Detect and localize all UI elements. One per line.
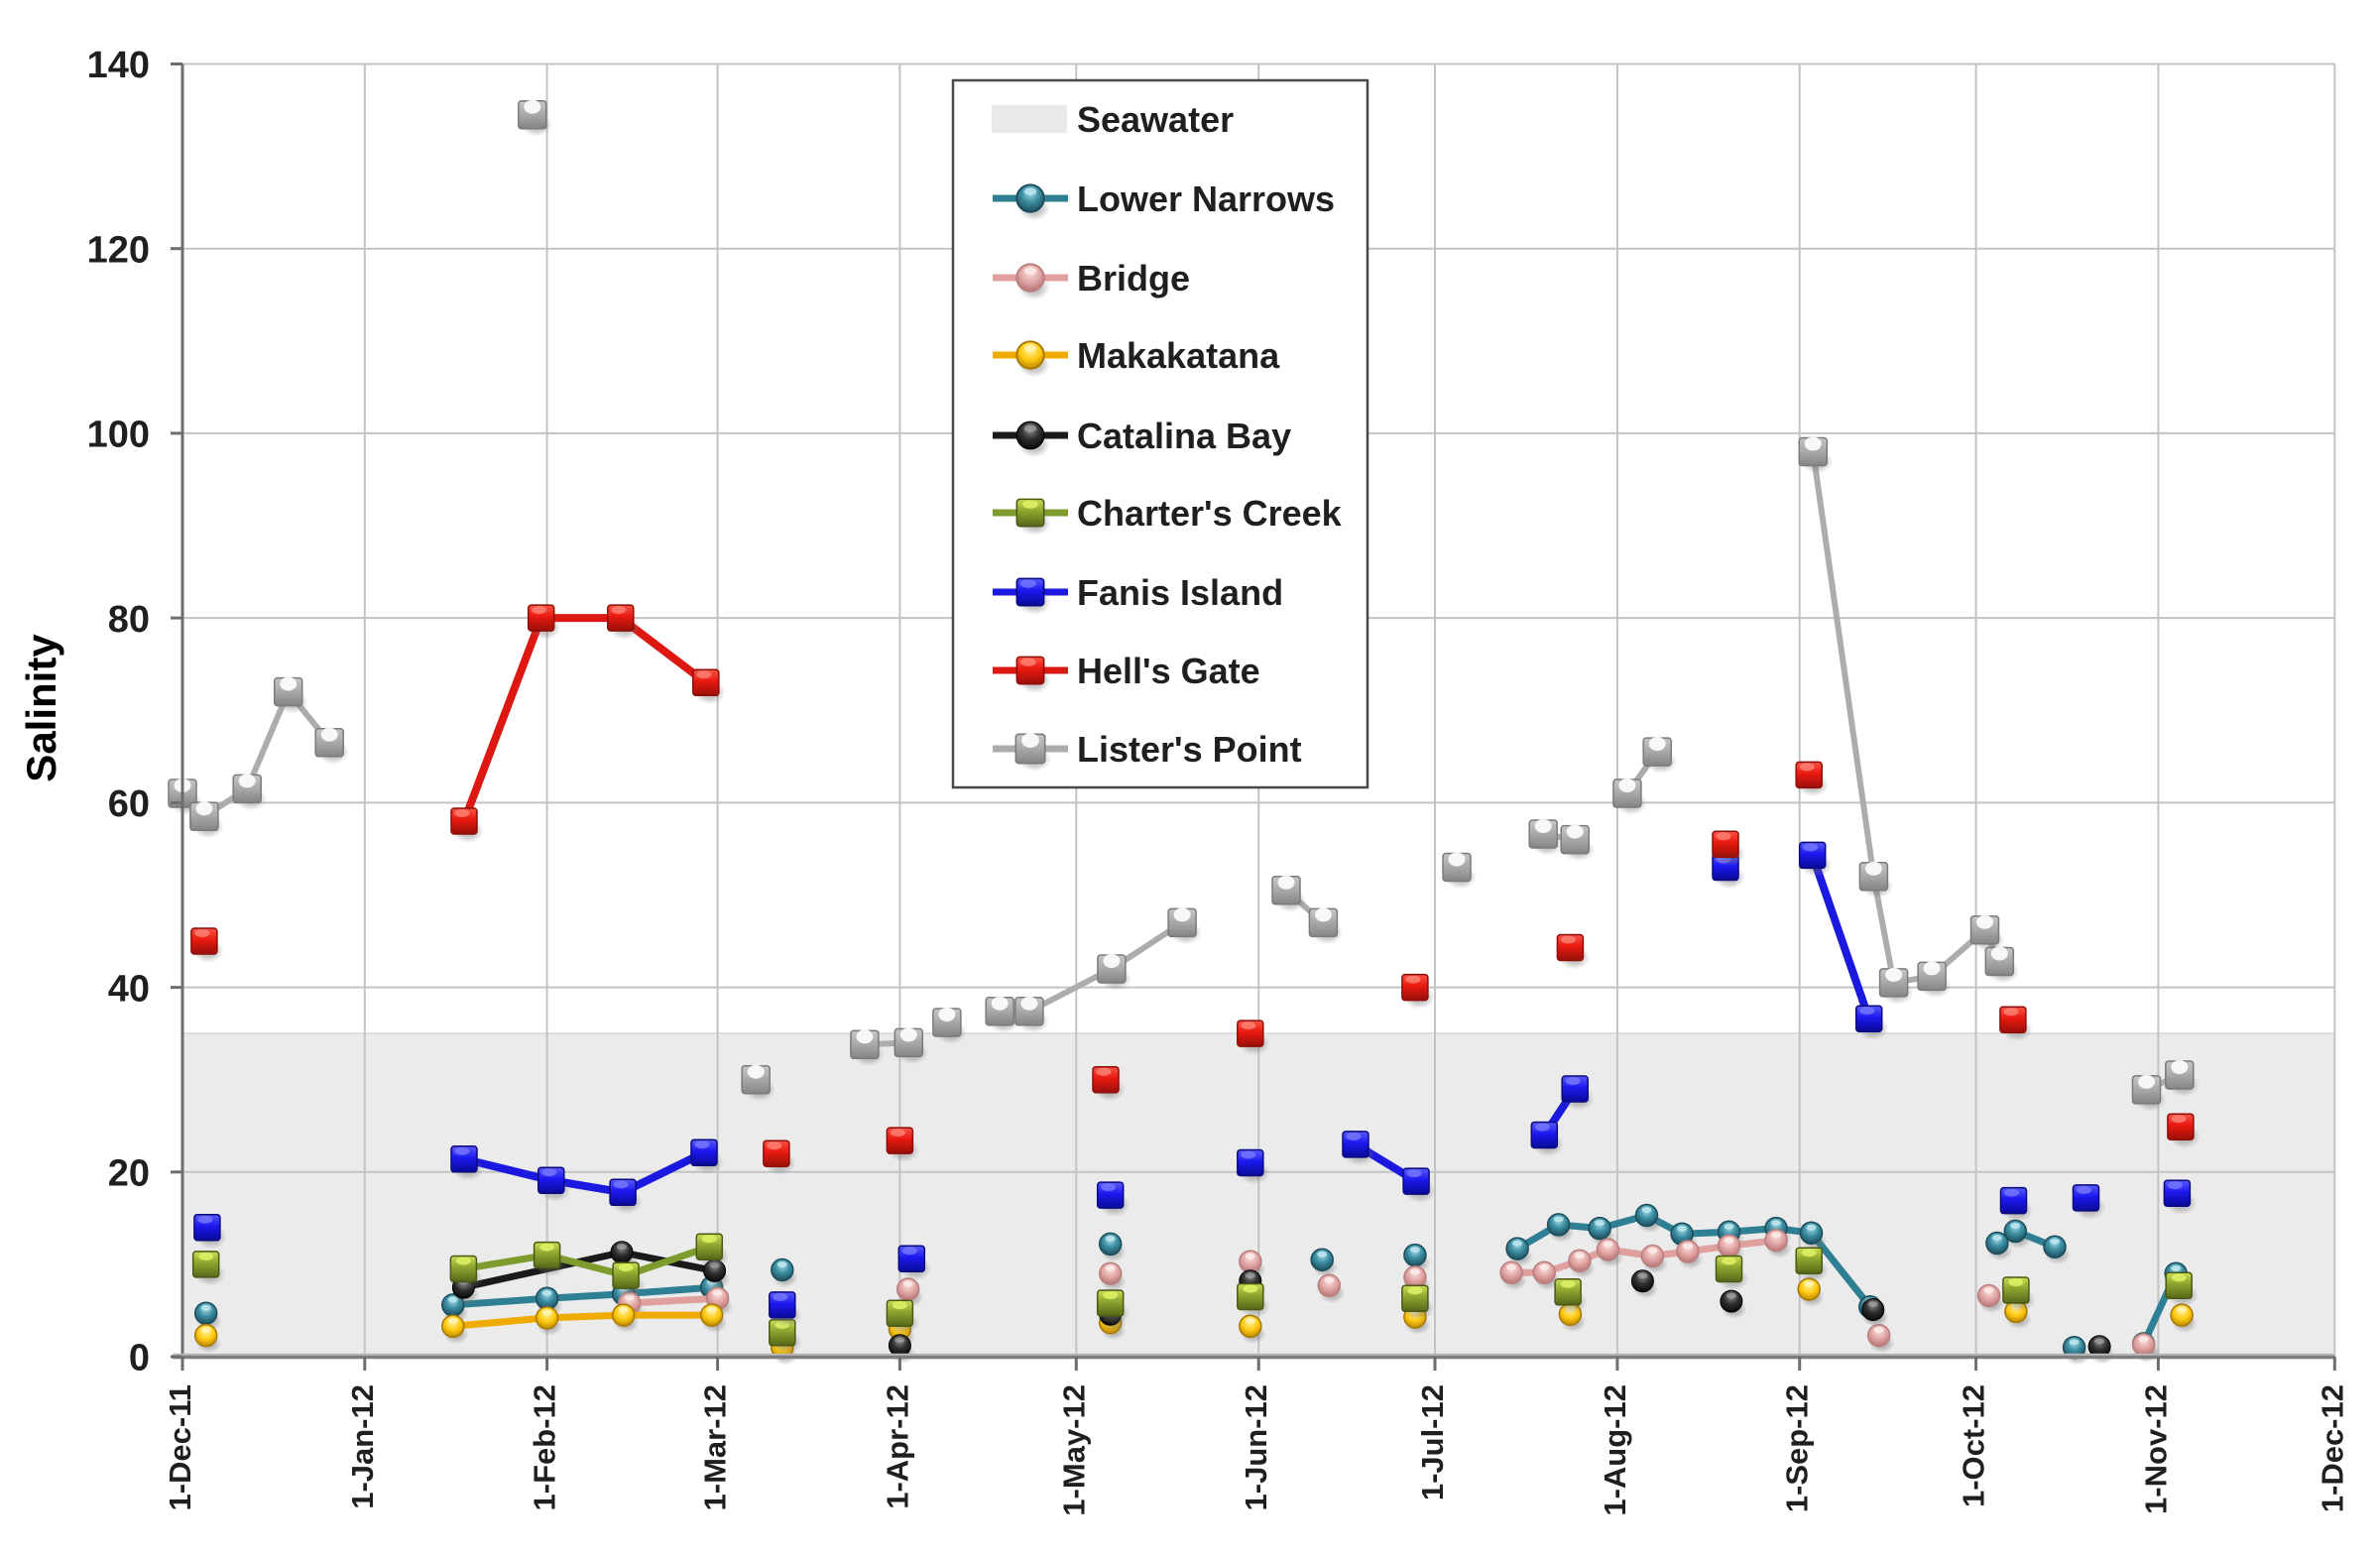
svg-text:1-Oct-12: 1-Oct-12 [1957, 1384, 1991, 1507]
svg-text:1-Nov-12: 1-Nov-12 [2138, 1384, 2173, 1514]
svg-text:1-Apr-12: 1-Apr-12 [880, 1384, 914, 1509]
svg-text:1-Dec-11: 1-Dec-11 [163, 1384, 197, 1511]
svg-text:Lister's Point: Lister's Point [1077, 729, 1302, 770]
svg-text:1-Aug-12: 1-Aug-12 [1598, 1384, 1632, 1516]
svg-text:Hell's Gate: Hell's Gate [1077, 651, 1260, 691]
svg-text:1-Feb-12: 1-Feb-12 [528, 1384, 562, 1510]
svg-text:Lower Narrows: Lower Narrows [1077, 179, 1335, 219]
svg-text:1-Dec-12: 1-Dec-12 [2315, 1384, 2349, 1512]
svg-text:20: 20 [108, 1152, 150, 1194]
svg-text:1-May-12: 1-May-12 [1056, 1384, 1091, 1516]
svg-text:Bridge: Bridge [1077, 258, 1190, 299]
svg-text:1-Sep-12: 1-Sep-12 [1780, 1384, 1815, 1512]
svg-text:40: 40 [108, 968, 150, 1010]
svg-text:Fanis Island: Fanis Island [1077, 572, 1283, 613]
svg-text:Catalina Bay: Catalina Bay [1077, 416, 1291, 456]
svg-text:80: 80 [108, 599, 150, 641]
svg-text:100: 100 [87, 415, 150, 456]
svg-text:1-Jul-12: 1-Jul-12 [1415, 1384, 1450, 1500]
svg-text:1-Jan-12: 1-Jan-12 [345, 1384, 380, 1509]
svg-text:1-Jun-12: 1-Jun-12 [1239, 1384, 1273, 1510]
svg-text:120: 120 [87, 229, 150, 271]
svg-text:Makakatana: Makakatana [1077, 335, 1280, 376]
svg-text:0: 0 [129, 1338, 150, 1379]
svg-text:60: 60 [108, 783, 150, 825]
svg-text:Salinity: Salinity [18, 634, 64, 782]
svg-text:Charter's Creek: Charter's Creek [1077, 493, 1343, 534]
svg-text:140: 140 [87, 45, 150, 86]
svg-text:Seawater: Seawater [1077, 99, 1234, 140]
svg-text:1-Mar-12: 1-Mar-12 [698, 1384, 733, 1511]
